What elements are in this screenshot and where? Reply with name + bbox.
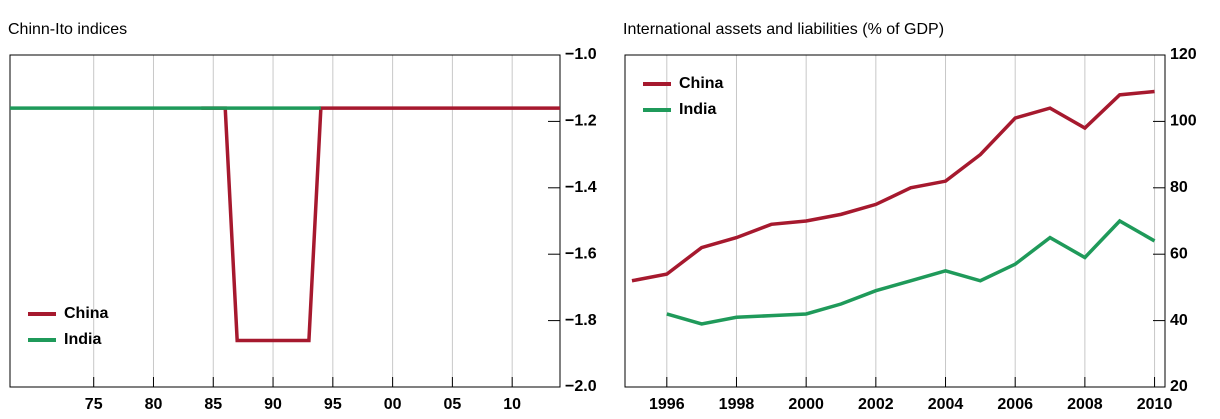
y-tick-label: −1.6 xyxy=(565,245,597,262)
series-line xyxy=(666,218,1156,326)
legend-label: India xyxy=(679,101,716,118)
legend-label: China xyxy=(64,305,109,322)
y-tick-label: −1.2 xyxy=(565,113,597,130)
x-tick-label: 00 xyxy=(384,396,402,413)
y-tick-label: 100 xyxy=(1170,113,1197,130)
chart-title: International assets and liabilities (% … xyxy=(623,21,944,38)
x-tick-label: 2000 xyxy=(788,396,824,413)
x-tick-label: 2010 xyxy=(1137,396,1173,413)
x-tick-label: 2008 xyxy=(1067,396,1103,413)
x-tick-label: 2006 xyxy=(997,396,1033,413)
x-tick-label: 10 xyxy=(503,396,521,413)
plot-frame xyxy=(624,54,1166,388)
x-tick-label: 1996 xyxy=(649,396,685,413)
x-tick-label: 90 xyxy=(264,396,282,413)
y-tick-label: 120 xyxy=(1170,46,1197,63)
x-tick-label: 95 xyxy=(324,396,342,413)
y-tick-label: −1.4 xyxy=(565,179,597,196)
y-tick-label: −2.0 xyxy=(565,378,597,395)
x-tick-label: 85 xyxy=(204,396,222,413)
y-tick-label: 20 xyxy=(1170,378,1188,395)
plot-frame xyxy=(9,54,561,388)
x-tick-label: 75 xyxy=(85,396,103,413)
series-line xyxy=(631,89,1155,283)
series-line xyxy=(201,106,560,343)
y-tick-label: 40 xyxy=(1170,312,1188,329)
y-tick-label: 80 xyxy=(1170,179,1188,196)
x-tick-label: 1998 xyxy=(719,396,755,413)
y-tick-label: −1.8 xyxy=(565,312,597,329)
x-tick-label: 05 xyxy=(443,396,461,413)
y-tick-label: 60 xyxy=(1170,245,1188,262)
legend-label: China xyxy=(679,75,724,92)
chart-title: Chinn-Ito indices xyxy=(8,21,127,38)
legend-label: India xyxy=(64,331,101,348)
x-tick-label: 80 xyxy=(145,396,163,413)
y-tick-label: −1.0 xyxy=(565,46,597,63)
x-tick-label: 2002 xyxy=(858,396,894,413)
x-tick-label: 2004 xyxy=(928,396,964,413)
